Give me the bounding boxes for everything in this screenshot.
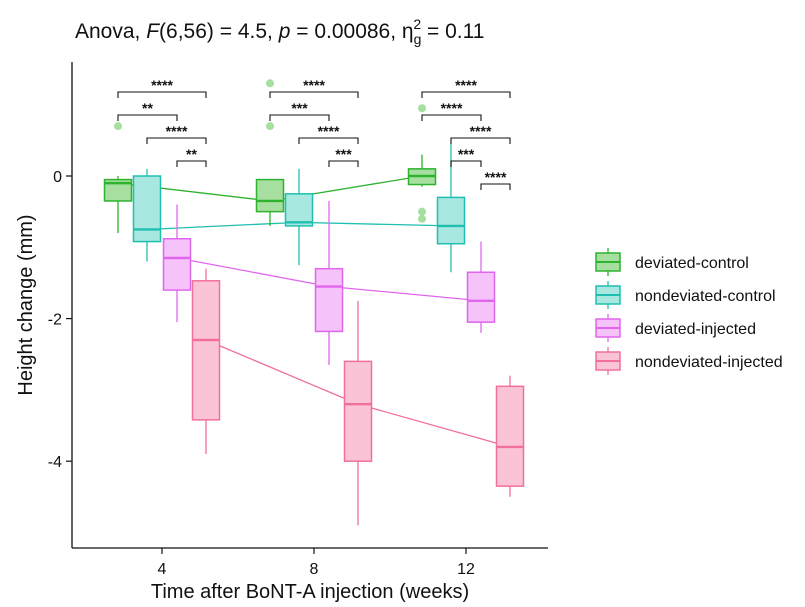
significance-bracket: ****	[480, 169, 511, 190]
title-eta-subscript: g	[414, 31, 422, 47]
title-prefix: Anova,	[75, 20, 146, 43]
bracket-line	[117, 114, 178, 121]
box-iqr	[103, 178, 133, 202]
legend-item-deviated-control: deviated-control	[595, 248, 749, 276]
legend-label: nondeviated-injected	[635, 354, 783, 371]
y-tick-label: -4	[48, 454, 62, 471]
significance-label: ****	[441, 100, 463, 116]
y-tick-label: -2	[48, 312, 62, 329]
title-p-value: = 0.00086,	[290, 20, 402, 43]
box-deviated-injected-week-12	[466, 241, 496, 333]
legend-label: deviated-injected	[635, 321, 756, 338]
significance-label: ****	[151, 77, 173, 93]
y-tick-label: 0	[53, 169, 62, 186]
box-nondeviated-control-week-12	[436, 143, 466, 273]
outlier-point	[418, 214, 426, 223]
chart-title: Anova, F(6,56) = 4.5, p = 0.00086, ηg2 =…	[75, 16, 484, 47]
bracket-line	[298, 137, 359, 144]
box-nondeviated-injected-week-8	[343, 300, 373, 526]
significance-bracket: ****	[269, 77, 359, 98]
outlier-point	[266, 122, 274, 131]
significance-bracket: ****	[146, 123, 207, 144]
bracket-line	[421, 91, 511, 98]
box-deviated-control-week-12	[407, 104, 437, 223]
legend-item-nondeviated-injected: nondeviated-injected	[595, 347, 783, 375]
box-iqr	[466, 271, 496, 323]
significance-label: **	[186, 146, 197, 162]
box-deviated-injected-week-4	[162, 204, 192, 323]
box-iqr	[284, 193, 314, 227]
significance-bracket: ****	[117, 77, 207, 98]
title-df: (6,56) = 4.5,	[159, 20, 279, 43]
significance-label: ****	[166, 123, 188, 139]
legend-item-nondeviated-control: nondeviated-control	[595, 281, 776, 309]
bracket-line	[269, 114, 330, 121]
significance-bracket: **	[176, 146, 207, 167]
bracket-line	[176, 160, 207, 167]
significance-label: ****	[485, 169, 507, 185]
bracket-line	[117, 91, 207, 98]
box-iqr	[191, 280, 221, 421]
x-tick-label: 4	[158, 561, 167, 578]
box-iqr	[132, 175, 162, 243]
title-stat: F	[146, 20, 160, 43]
y-axis-title: Height change (mm)	[15, 214, 37, 395]
title-eta: η	[402, 20, 414, 43]
box-iqr	[255, 178, 285, 213]
significance-label: **	[142, 100, 153, 116]
significance-bracket: **	[117, 100, 178, 121]
bracket-line	[450, 160, 482, 167]
title-eta-superscript: 2	[413, 16, 421, 32]
box-nondeviated-injected-week-12	[495, 375, 525, 497]
significance-label: ****	[470, 123, 492, 139]
box-nondeviated-control-week-4	[132, 168, 162, 262]
significance-label: ***	[458, 146, 475, 162]
significance-bracket: ***	[269, 100, 330, 121]
x-tick-label: 12	[457, 561, 475, 578]
box-deviated-injected-week-8	[314, 200, 344, 365]
box-iqr	[314, 267, 344, 333]
title-p-symbol: p	[278, 20, 291, 43]
significance-bracket: ****	[421, 100, 482, 121]
x-axis-title: Time after BoNT-A injection (weeks)	[151, 581, 469, 603]
significance-bracket: ****	[298, 123, 359, 144]
bracket-line	[450, 137, 511, 144]
significance-label: ****	[303, 77, 325, 93]
significance-label: ***	[335, 146, 352, 162]
box-deviated-control-week-8	[255, 79, 285, 226]
box-iqr	[162, 237, 192, 291]
significance-label: ****	[455, 77, 477, 93]
significance-bracket: ****	[450, 123, 511, 144]
significance-label: ****	[318, 123, 340, 139]
bracket-line	[421, 114, 482, 121]
x-tick-label: 8	[310, 561, 319, 578]
title-eta-value: = 0.11	[421, 20, 484, 43]
bracket-line	[328, 160, 359, 167]
outlier-point	[418, 207, 426, 216]
significance-bracket: ***	[450, 146, 482, 167]
bracket-line	[146, 137, 207, 144]
outlier-point	[266, 79, 274, 88]
outlier-point	[114, 122, 122, 131]
significance-bracket: ***	[328, 146, 359, 167]
significance-bracket: ****	[421, 77, 511, 98]
outlier-point	[418, 104, 426, 113]
bracket-line	[480, 183, 511, 190]
legend-label: nondeviated-control	[635, 288, 776, 305]
significance-label: ***	[291, 100, 308, 116]
box-iqr	[495, 385, 525, 487]
box-nondeviated-injected-week-4	[191, 268, 221, 455]
box-nondeviated-control-week-8	[284, 168, 314, 266]
box-iqr	[436, 196, 466, 245]
bracket-line	[269, 91, 359, 98]
legend-label: deviated-control	[635, 255, 749, 272]
box-iqr	[343, 360, 373, 462]
legend: deviated-control nondeviated-control devia…	[595, 248, 783, 375]
plot-area: -4-204 8 12*******************************…	[48, 62, 548, 578]
box-deviated-control-week-4	[103, 122, 133, 234]
legend-item-deviated-injected: deviated-injected	[595, 314, 756, 342]
